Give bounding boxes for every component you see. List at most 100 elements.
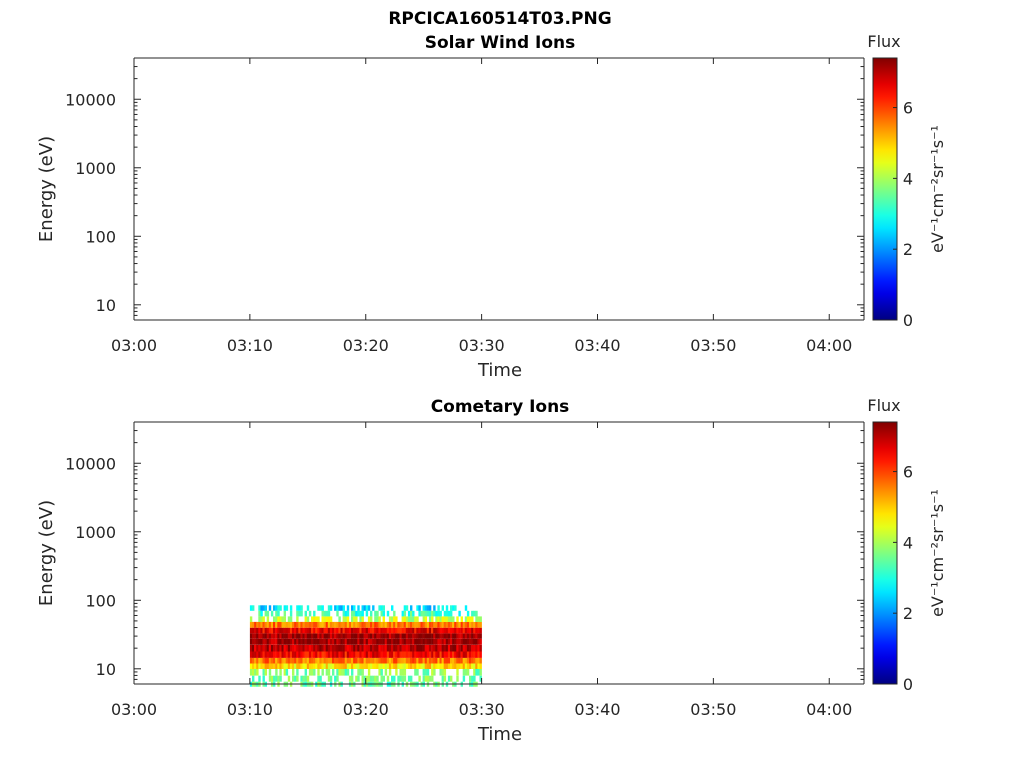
- flux-cell: [458, 638, 461, 645]
- flux-cell: [443, 668, 447, 676]
- flux-cell: [308, 651, 312, 658]
- flux-cell: [403, 633, 407, 639]
- flux-cell: [264, 605, 267, 611]
- flux-cell: [473, 621, 476, 628]
- flux-cell: [325, 616, 329, 622]
- flux-cell: [388, 638, 392, 645]
- flux-cell: [266, 644, 270, 652]
- flux-cell: [426, 675, 430, 682]
- flux-cell: [372, 675, 375, 682]
- flux-cell: [418, 657, 421, 664]
- flux-cell: [418, 638, 421, 645]
- flux-cell: [447, 657, 451, 664]
- flux-cell: [260, 663, 263, 669]
- flux-cell: [260, 610, 263, 617]
- flux-cell: [393, 644, 396, 652]
- flux-cell: [382, 663, 385, 669]
- panel-title: Cometary Ions: [431, 397, 570, 417]
- flux-cell: [428, 644, 432, 652]
- colorbar-label: Flux: [867, 32, 900, 51]
- flux-cell: [302, 651, 305, 658]
- flux-cell: [281, 633, 284, 639]
- flux-cell: [477, 651, 480, 658]
- flux-cell: [277, 633, 280, 639]
- flux-cell: [462, 675, 466, 682]
- colorbar-tick-label: 6: [903, 463, 913, 482]
- flux-cell: [386, 675, 390, 682]
- flux-cell: [460, 644, 463, 652]
- flux-cell: [452, 621, 455, 628]
- flux-cell: [327, 621, 331, 628]
- flux-cell: [323, 651, 326, 658]
- flux-cell: [336, 651, 339, 658]
- flux-cell: [439, 651, 442, 658]
- flux-cell: [319, 663, 322, 669]
- flux-cell: [403, 638, 407, 645]
- flux-cell: [479, 657, 482, 664]
- flux-cell: [374, 627, 377, 634]
- flux-cell: [289, 657, 293, 664]
- flux-cell: [294, 657, 297, 664]
- flux-cell: [410, 633, 413, 639]
- flux-cell: [378, 621, 381, 628]
- flux-cell: [264, 663, 267, 669]
- flux-cell: [338, 644, 341, 652]
- flux-cell: [469, 616, 472, 622]
- flux-cell: [329, 675, 333, 682]
- flux-cell: [270, 627, 274, 634]
- flux-cell: [384, 651, 388, 658]
- flux-cell: [346, 616, 350, 622]
- flux-cell: [475, 644, 478, 652]
- flux-cell: [264, 633, 267, 639]
- flux-cell: [393, 627, 396, 634]
- flux-cell: [452, 605, 455, 611]
- flux-cell: [275, 627, 278, 634]
- flux-cell: [277, 605, 280, 611]
- flux-cell: [346, 663, 350, 669]
- flux-cell: [332, 663, 335, 669]
- flux-cell: [254, 638, 257, 645]
- flux-cell: [355, 621, 358, 628]
- flux-cell: [321, 616, 324, 622]
- flux-cell: [370, 616, 373, 622]
- flux-cell: [363, 605, 366, 611]
- flux-cell: [249, 605, 253, 611]
- flux-cell: [414, 668, 417, 676]
- flux-cell: [342, 663, 345, 669]
- flux-cell: [367, 633, 371, 639]
- flux-cell: [393, 651, 396, 658]
- flux-cell: [327, 657, 331, 664]
- flux-cell: [306, 633, 310, 639]
- flux-cell: [281, 621, 284, 628]
- flux-cell: [283, 663, 286, 669]
- flux-cell: [336, 610, 339, 617]
- flux-cell: [403, 605, 407, 611]
- flux-cell: [426, 663, 430, 669]
- flux-cell: [351, 638, 354, 645]
- x-tick-label: 03:50: [690, 700, 736, 719]
- flux-cell: [363, 651, 366, 658]
- flux-cell: [445, 657, 449, 664]
- flux-cell: [260, 657, 263, 664]
- flux-cell: [361, 621, 364, 628]
- flux-cell: [359, 657, 362, 664]
- flux-cell: [351, 627, 354, 634]
- flux-cell: [302, 675, 305, 682]
- flux-cell: [264, 657, 267, 664]
- flux-cell: [456, 638, 459, 645]
- flux-cell: [370, 657, 373, 664]
- flux-cell: [380, 638, 383, 645]
- flux-cell: [321, 627, 324, 634]
- flux-cell: [300, 621, 303, 628]
- colorbar-tick-label: 2: [903, 604, 913, 623]
- flux-cell: [277, 621, 280, 628]
- flux-cell: [426, 651, 430, 658]
- flux-cell: [471, 638, 474, 645]
- flux-cell: [437, 610, 440, 617]
- flux-cell: [399, 638, 402, 645]
- flux-cell: [386, 638, 390, 645]
- flux-cell: [422, 633, 425, 639]
- flux-cell: [315, 616, 318, 622]
- flux-cell: [336, 668, 339, 676]
- flux-cell: [382, 616, 385, 622]
